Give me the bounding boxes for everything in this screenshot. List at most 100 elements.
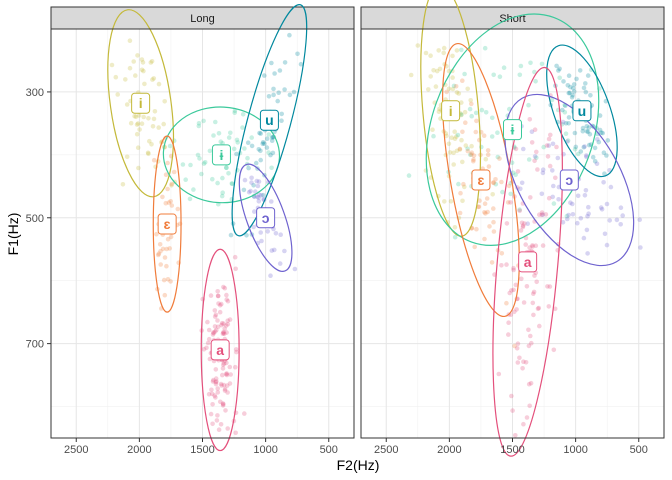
data-point-i <box>136 113 142 118</box>
data-point-ɔ <box>637 217 642 222</box>
data-point-ɨ <box>218 139 224 144</box>
data-point-u <box>246 165 251 171</box>
data-point-a <box>532 273 537 278</box>
data-point-i <box>452 225 458 230</box>
data-point-i <box>145 150 151 156</box>
data-point-i <box>444 133 449 139</box>
data-point-a <box>220 331 226 337</box>
data-point-a <box>513 282 519 288</box>
data-point-i <box>150 77 155 82</box>
data-point-a <box>219 383 224 388</box>
data-point-ɔ <box>604 201 610 207</box>
vowel-label-ɔ: ɔ <box>559 169 579 191</box>
data-point-a <box>210 421 215 427</box>
data-point-a <box>508 200 513 205</box>
data-point-i <box>151 76 157 81</box>
data-point-i <box>141 114 146 120</box>
data-point-ɛ <box>458 190 463 196</box>
data-point-i <box>451 162 457 167</box>
data-point-a <box>531 291 536 297</box>
data-point-i <box>140 60 146 65</box>
data-point-ɔ <box>256 179 262 184</box>
data-point-a <box>534 279 539 285</box>
data-point-i <box>134 131 140 137</box>
data-point-a <box>204 345 209 351</box>
data-point-ɔ <box>566 212 571 218</box>
vowel-label-ɛ: ɛ <box>471 169 491 191</box>
x-tick-label: 1500 <box>190 444 214 456</box>
data-point-i <box>127 65 133 71</box>
data-point-i <box>142 81 147 87</box>
data-point-u <box>241 187 247 193</box>
data-point-ɔ <box>269 248 275 253</box>
data-point-a <box>526 327 531 333</box>
data-point-a <box>225 426 230 431</box>
panel-long: Long i ɨ u ɛ ɔ a 2500 2000 1500 1000 500 300 500 700 <box>26 4 355 456</box>
data-point-i <box>460 159 465 165</box>
data-point-ɔ <box>586 204 591 210</box>
data-point-u <box>586 125 592 130</box>
data-point-ɛ <box>504 300 509 306</box>
data-point-a <box>221 330 226 336</box>
data-point-u <box>566 90 572 96</box>
data-point-i <box>134 122 140 127</box>
data-point-a <box>212 314 218 319</box>
data-point-i <box>148 60 154 65</box>
data-point-ɔ <box>282 248 287 254</box>
data-point-a <box>511 267 516 273</box>
data-point-ɔ <box>582 144 587 149</box>
vowel-label-box <box>559 169 579 191</box>
data-point-u <box>580 128 586 134</box>
data-point-ɔ <box>539 191 545 197</box>
data-point-i <box>120 182 126 187</box>
data-point-a <box>221 329 226 335</box>
vowel-label-text: ɔ <box>262 210 270 226</box>
data-point-u <box>578 149 584 154</box>
y-tick-label: 700 <box>26 339 44 351</box>
data-point-a <box>547 163 553 169</box>
data-point-ɛ <box>471 157 476 162</box>
data-point-a <box>530 300 536 306</box>
data-point-ɔ <box>584 227 590 233</box>
data-point-a <box>215 293 221 299</box>
data-point-u <box>587 132 593 137</box>
data-point-u <box>583 81 588 86</box>
data-point-ɛ <box>469 101 474 107</box>
data-point-a <box>217 303 223 308</box>
data-point-a <box>509 393 514 399</box>
data-point-u <box>264 136 270 141</box>
data-point-a <box>544 143 550 148</box>
data-point-i <box>124 154 130 160</box>
data-point-ɨ <box>533 79 538 84</box>
vowel-label-ɨ: ɨ <box>503 119 522 141</box>
data-point-u <box>251 183 256 188</box>
data-point-u <box>571 82 577 87</box>
data-point-a <box>213 379 219 385</box>
data-point-ɨ <box>167 143 173 149</box>
data-point-i <box>451 150 456 156</box>
confidence-ellipse-u <box>231 4 308 237</box>
data-point-a <box>224 297 229 302</box>
data-point-ɔ <box>614 217 620 223</box>
data-point-a <box>218 422 224 427</box>
vowel-label-text: i <box>449 103 453 119</box>
data-point-ɛ <box>168 234 174 240</box>
data-point-i <box>139 67 145 73</box>
data-point-ɨ <box>493 181 499 187</box>
data-point-i <box>430 127 435 132</box>
data-point-a <box>220 403 226 408</box>
data-point-a <box>213 376 219 381</box>
confidence-ellipse-a <box>200 248 240 452</box>
confidence-ellipse-ɛ <box>442 42 520 318</box>
data-point-ɛ <box>482 210 487 215</box>
data-point-a <box>545 284 550 289</box>
data-point-a <box>211 330 216 335</box>
data-point-ɨ <box>234 137 240 143</box>
data-point-ɛ <box>162 255 168 260</box>
data-point-ɨ <box>202 160 208 165</box>
data-point-ɛ <box>489 260 495 265</box>
data-point-i <box>109 62 115 68</box>
data-point-ɔ <box>550 141 556 147</box>
vowel-label-text: ɨ <box>219 147 223 163</box>
data-point-a <box>220 372 225 378</box>
